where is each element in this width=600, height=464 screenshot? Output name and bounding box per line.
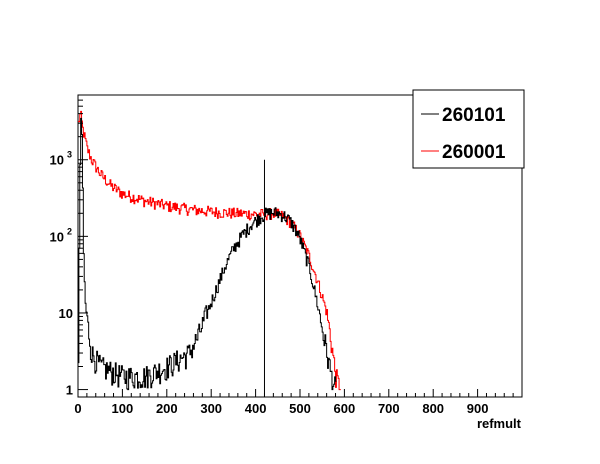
x-axis-title: refmult [477,416,522,431]
x-tick-label: 700 [378,401,400,416]
y-tick-label: 10 [50,153,64,168]
x-tick-label: 600 [334,401,356,416]
x-tick-label: 400 [245,401,267,416]
legend-label-260101: 260101 [442,105,506,126]
x-tick-label: 500 [289,401,311,416]
x-tick-label: 100 [112,401,134,416]
y-tick-exponent: 2 [67,226,72,236]
y-tick-label: 1 [66,383,73,398]
series-260101-group [78,117,522,398]
x-tick-label: 300 [200,401,222,416]
legend: 260101 260001 [412,89,525,169]
y-tick-exponent: 3 [67,150,72,160]
x-tick-label: 200 [156,401,178,416]
x-tick-label: 900 [467,401,489,416]
x-tick-label: 0 [74,401,81,416]
x-tick-label: 800 [422,401,444,416]
y-tick-label: 10 [50,229,64,244]
series-line-black [78,117,337,391]
legend-label-260001: 260001 [442,142,506,163]
y-tick-label: 10 [59,306,73,321]
x-axis: 0 100 200 300 400 500 600 700 800 900 [74,389,523,416]
legend-box [412,89,525,169]
